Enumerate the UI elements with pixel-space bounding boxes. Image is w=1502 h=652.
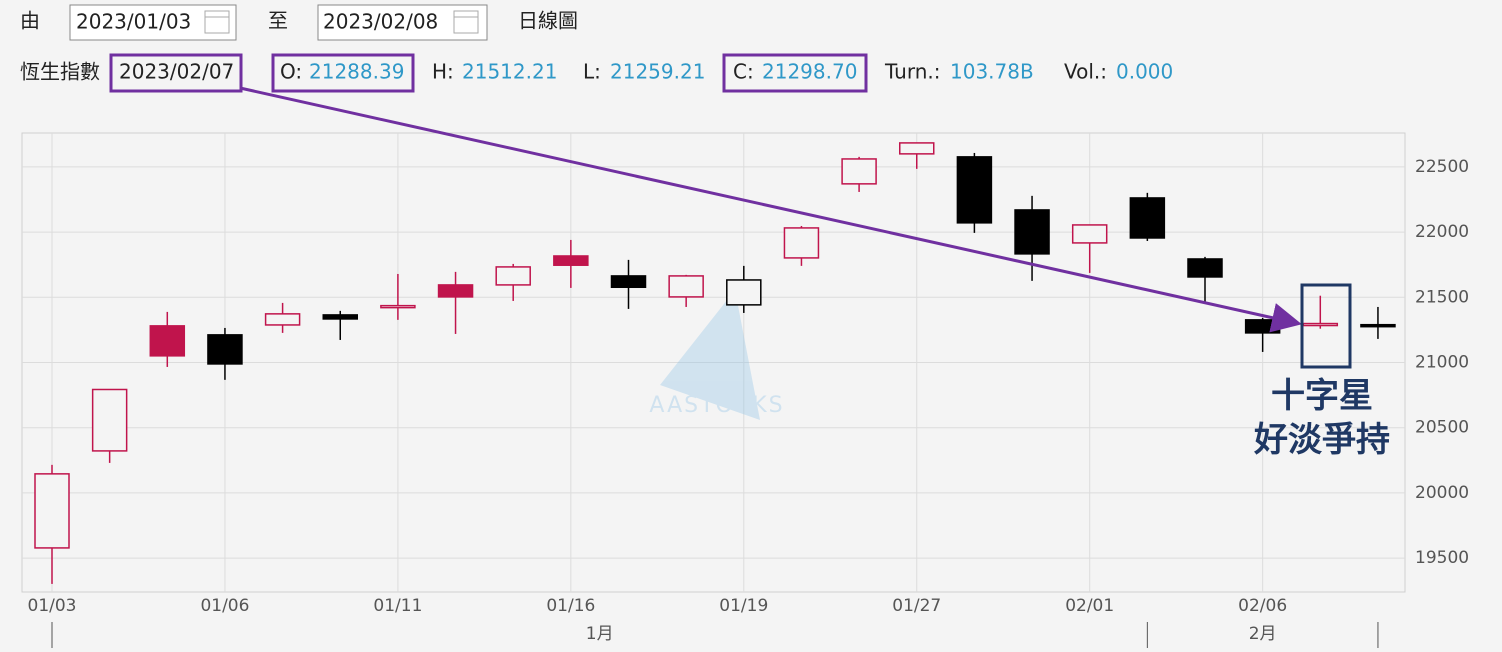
annotation: 十字星: [1271, 376, 1373, 416]
field-value: 0.000: [1116, 60, 1173, 84]
x-tick-label: 02/01: [1065, 596, 1114, 616]
watermark-text: AASTOCKS: [649, 393, 784, 418]
annotation: 好淡爭持: [1253, 420, 1390, 460]
candle-body: [264, 313, 301, 326]
x-tick-label: 01/03: [28, 596, 77, 616]
field-value: 21259.21: [610, 60, 705, 84]
candle-body: [34, 473, 70, 549]
y-tick-label: 20000: [1415, 483, 1469, 503]
field-label: C:: [733, 60, 754, 84]
candle-body: [726, 279, 762, 306]
x-tick-label: 01/19: [719, 596, 768, 616]
candle-body: [149, 325, 186, 357]
candle-body: [437, 284, 474, 298]
candle-body: [1187, 258, 1223, 278]
candle-body: [1244, 319, 1281, 334]
watermark: AASTOCKS: [649, 290, 784, 420]
candle-body: [91, 388, 128, 452]
quote-date: 2023/02/07: [119, 60, 234, 84]
index-name: 恆生指數: [20, 60, 100, 84]
x-tick-label: 01/16: [546, 596, 595, 616]
y-tick-label: 22500: [1415, 157, 1469, 177]
candle-body: [1360, 323, 1396, 328]
candle-body: [553, 255, 589, 266]
candle-body: [610, 275, 647, 289]
highlight-boxes: [109, 53, 868, 93]
doji-box: [1300, 283, 1352, 369]
to-label: 至: [268, 9, 288, 33]
view-label[interactable]: 日線圖: [518, 9, 578, 33]
field-value: 21288.39: [309, 60, 404, 84]
candle-body: [783, 227, 820, 259]
calendar-icon[interactable]: [453, 10, 479, 34]
field-label: L:: [583, 60, 601, 84]
month-label: 1月: [586, 624, 614, 644]
highlight-box: [271, 53, 415, 93]
candle-body: [899, 142, 935, 155]
x-tick-label: 01/27: [892, 596, 941, 616]
y-tick-label: 21500: [1415, 287, 1469, 307]
from-date: 2023/01/03: [76, 10, 191, 34]
from-label: 由: [20, 9, 40, 33]
candle-body: [1014, 209, 1050, 255]
y-tick-label: 19500: [1415, 548, 1469, 568]
field-label: H:: [432, 60, 454, 84]
month-label: 2月: [1249, 624, 1277, 644]
y-tick-label: 21000: [1415, 353, 1469, 373]
candle-body: [495, 266, 531, 286]
x-tick-label: 01/11: [373, 596, 422, 616]
candle-body: [1129, 197, 1166, 239]
candle-body: [380, 304, 416, 309]
arrow: [239, 86, 1302, 333]
candle-body: [207, 334, 243, 365]
to-date: 2023/02/08: [323, 10, 438, 34]
field-value: 21298.70: [762, 60, 857, 84]
field-value: 103.78B: [950, 60, 1034, 84]
candle-body: [956, 156, 993, 224]
field-label: Turn.:: [884, 60, 941, 84]
candle-body: [1302, 322, 1339, 327]
y-tick-label: 22000: [1415, 222, 1469, 242]
field-label: O:: [280, 60, 302, 84]
x-tick-label: 01/06: [200, 596, 249, 616]
y-tick-label: 20500: [1415, 418, 1469, 438]
highlight-box: [722, 53, 868, 93]
field-value: 21512.21: [462, 60, 557, 84]
candle-body: [1071, 224, 1108, 244]
highlight-box: [109, 53, 243, 93]
calendar-icon[interactable]: [204, 10, 230, 34]
candle-body: [668, 275, 704, 298]
candle-body: [841, 158, 877, 185]
x-tick-label: 02/06: [1238, 596, 1287, 616]
field-label: Vol.:: [1064, 60, 1107, 84]
candle-body: [322, 314, 358, 320]
